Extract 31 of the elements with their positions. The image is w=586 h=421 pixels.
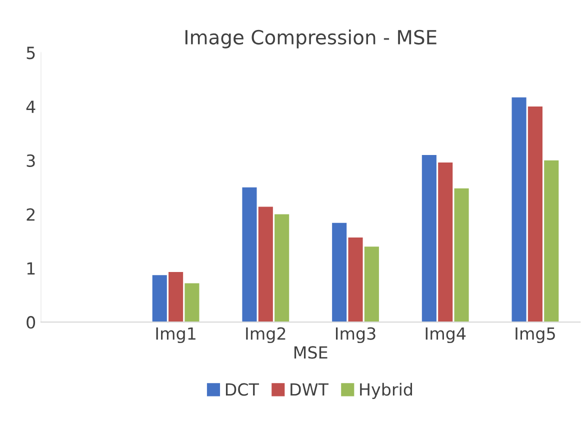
- bar: [184, 283, 200, 322]
- bar: [348, 237, 363, 322]
- y-tick-label: 5: [26, 46, 35, 60]
- legend-label: DCT: [226, 383, 260, 396]
- y-tick-label: 1: [27, 262, 35, 275]
- bar: [544, 160, 559, 322]
- y-tick-label: 2: [26, 208, 34, 221]
- legend-label: Hybrid: [360, 382, 412, 399]
- y-tick-label: 3: [26, 154, 35, 167]
- bar: [364, 246, 379, 322]
- x-axis-title: MSE: [294, 346, 328, 359]
- x-tick-label: Img3: [336, 327, 376, 344]
- bar: [438, 162, 453, 322]
- legend-label: DWT: [290, 383, 329, 396]
- bar: [168, 272, 184, 322]
- y-tick-label: 0: [26, 316, 36, 329]
- x-tick-label: Img5: [516, 327, 555, 344]
- x-tick-label: Img4: [426, 327, 466, 344]
- chart-title: Image Compression - MSE: [185, 30, 436, 48]
- bar: [454, 188, 469, 322]
- bar: [332, 222, 347, 322]
- bar: [274, 214, 290, 322]
- bar: [258, 206, 273, 322]
- bar: [512, 97, 526, 322]
- bar: [152, 275, 167, 322]
- bar: [528, 106, 542, 322]
- bar: [422, 155, 436, 322]
- x-tick-label: Img2: [246, 327, 286, 344]
- bar: [242, 187, 257, 322]
- y-tick-label: 4: [26, 100, 36, 113]
- x-tick-label: Img1: [156, 327, 196, 344]
